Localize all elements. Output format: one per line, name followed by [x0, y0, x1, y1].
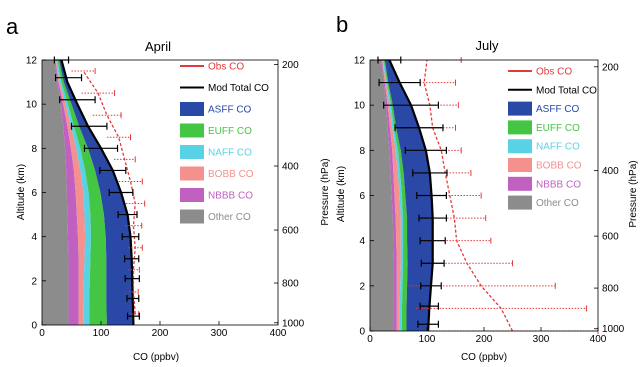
panel-a-y-tick-label-0: 0 — [31, 321, 37, 332]
panel-b-y-tick-label-2: 4 — [359, 236, 365, 247]
panel-a-y2-tick-label-1: 400 — [282, 162, 299, 173]
panel-b-legend-label-nbbb-co: NBBB CO — [536, 179, 581, 190]
panel-b-legend-swatch-asff-co — [508, 101, 532, 116]
panel-a-legend-swatch-euff-co — [180, 123, 204, 138]
panel-a: 0 100 200 300 400 0 2 4 6 8 10 12 200 400 600 800 1000 Ob… — [26, 56, 305, 340]
panel-b-legend-swatch-euff-co — [508, 120, 532, 135]
panel-a-x-tick-label-4: 400 — [270, 328, 287, 339]
panel-a-y-tick-label-6: 12 — [26, 56, 38, 67]
panel-b-legend-swatch-nbbb-co — [508, 176, 532, 191]
panel-b-legend-label-bobb-co: BOBB CO — [536, 161, 582, 172]
panel-b-area-bobb-co — [381, 60, 401, 331]
panel-b-y-tick-label-3: 6 — [359, 191, 365, 202]
panel-b-x-tick-label-1: 100 — [419, 334, 436, 345]
panel-b-legend-swatch-bobb-co — [508, 158, 532, 172]
panel-b-legend-label-naff-co: NAFF CO — [536, 142, 580, 153]
panel-a-legend-swatch-nbbb-co — [180, 188, 204, 202]
panel-b-y-tick-label-0: 0 — [359, 327, 365, 338]
panel-a-area-bobb-co — [55, 60, 86, 325]
panel-b-y2-tick-label-2: 600 — [602, 232, 619, 243]
panel-a-legend-label-asff-co: ASFF CO — [208, 105, 252, 116]
panel-a-label: a — [6, 14, 19, 39]
panel-b-legend-label-asff-co: ASFF CO — [536, 104, 580, 115]
panel-a-title: April — [145, 39, 171, 54]
panel-a-legend-label-obs-co: Obs CO — [208, 62, 244, 73]
panel-b-y-tick-label-1: 2 — [359, 281, 365, 292]
panel-a-legend-swatch-asff-co — [180, 102, 204, 116]
panel-b-x-tick-label-2: 200 — [476, 334, 493, 345]
panel-b: 0 100 200 300 400 0 2 4 6 8 10 12 200 400 600 800 1000 Ob… — [354, 56, 625, 346]
panel-a-legend-label-naff-co: NAFF CO — [208, 148, 252, 159]
panel-a-legend-swatch-other-co — [180, 209, 204, 224]
panel-a-x-tick-label-3: 300 — [211, 328, 228, 339]
panel-a-area-euff-co — [57, 60, 107, 325]
panel-b-y-tick-label-5: 10 — [354, 101, 366, 112]
panel-b-xlabel: CO (ppbv) — [461, 352, 507, 362]
panel-b-area-naff-co — [382, 60, 404, 331]
panel-a-legend-label-nbbb-co: NBBB CO — [208, 191, 253, 202]
panel-a-legend-swatch-naff-co — [180, 145, 204, 159]
panel-a-legend-label-mod-total-co: Mod Total CO — [208, 83, 269, 94]
panel-a-legend-label-euff-co: EUFF CO — [208, 126, 252, 137]
panel-a-y-tick-label-1: 2 — [31, 276, 37, 287]
panel-b-y-tick-label-4: 8 — [359, 146, 365, 157]
panel-b-x-tick-label-4: 400 — [590, 334, 607, 345]
panel-b-ylabel: Altitude (km) — [336, 166, 347, 222]
panel-a-y2-tick-label-3: 800 — [282, 279, 299, 290]
panel-b-y2-tick-label-0: 200 — [602, 62, 619, 73]
panel-a-y2-tick-label-0: 200 — [282, 60, 299, 71]
panel-a-y2-tick-label-4: 1000 — [282, 318, 305, 329]
panel-b-area-euff-co — [383, 60, 408, 331]
panel-a-x-tick-label-0: 0 — [39, 328, 45, 339]
panel-a-legend-swatch-bobb-co — [180, 166, 204, 181]
panel-a-y2-tick-label-2: 600 — [282, 226, 299, 237]
panel-a-x-tick-label-1: 100 — [93, 328, 110, 339]
panel-a-legend-label-other-co: Other CO — [208, 212, 251, 223]
panel-a-area-naff-co — [56, 60, 91, 325]
panel-b-legend-label-other-co: Other CO — [536, 198, 579, 209]
panel-a-xlabel: CO (ppbv) — [133, 352, 179, 362]
panel-a-x-tick-label-2: 200 — [152, 328, 169, 339]
panel-b-area-nbbb-co — [381, 60, 397, 331]
panel-a-y-tick-label-3: 6 — [31, 188, 37, 199]
panel-b-legend-swatch-naff-co — [508, 139, 532, 154]
panel-b-y2-tick-label-4: 1000 — [602, 324, 625, 335]
panel-a-ylabel: Altitude (km) — [16, 164, 27, 220]
panel-a-area-asff-co — [59, 60, 134, 325]
panel-b-x-tick-label-0: 0 — [367, 334, 373, 345]
panel-a-legend-label-bobb-co: BOBB CO — [208, 169, 254, 180]
panel-b-legend-label-euff-co: EUFF CO — [536, 123, 580, 134]
panel-a-y-tick-label-4: 8 — [31, 144, 37, 155]
panel-a-area-other-co — [42, 60, 69, 325]
panel-a-y2label: Pressure (hPa) — [320, 158, 331, 225]
panel-b-y2-tick-label-1: 400 — [602, 166, 619, 177]
panel-b-y-tick-label-6: 12 — [354, 56, 366, 67]
panel-a-y-tick-label-2: 4 — [31, 232, 37, 243]
panel-b-legend-label-obs-co: Obs CO — [536, 67, 572, 78]
panel-b-x-tick-label-3: 300 — [533, 334, 550, 345]
panel-b-legend-label-mod-total-co: Mod Total CO — [536, 85, 597, 96]
panel-a-area-nbbb-co — [54, 60, 79, 325]
panel-a-y-tick-label-5: 10 — [26, 100, 38, 111]
panel-b-label: b — [336, 12, 348, 37]
panel-b-area-other-co — [370, 60, 394, 331]
panel-b-title: July — [475, 38, 499, 53]
panel-b-y2label: Pressure (hPa) — [628, 160, 639, 227]
panel-b-y2-tick-label-3: 800 — [602, 284, 619, 295]
panel-b-legend-swatch-other-co — [508, 195, 532, 210]
